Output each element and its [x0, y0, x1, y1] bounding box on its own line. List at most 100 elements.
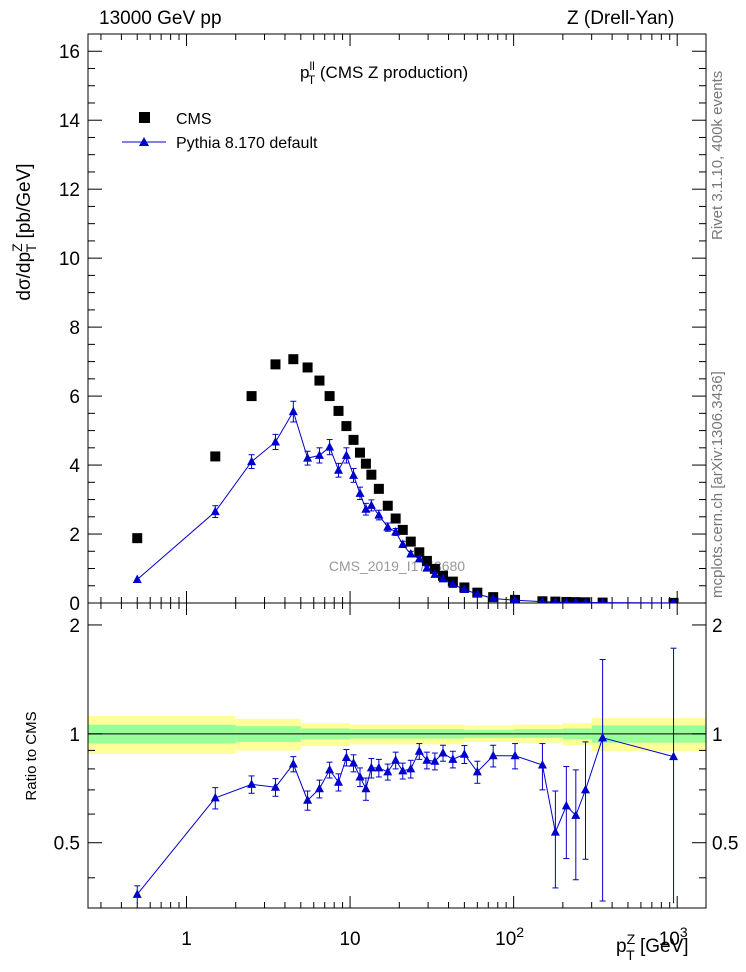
main-ytick-label: 6: [69, 387, 80, 408]
pythia-point: [582, 597, 589, 603]
pythia-point: [383, 522, 393, 531]
pythia-point: [422, 563, 432, 572]
pythia-point: [448, 579, 458, 588]
legend-label-cms: CMS: [176, 111, 212, 128]
pythia-point: [314, 450, 324, 459]
main-ytick-label: 0: [69, 594, 80, 615]
ratio-ytick-label-left: 1: [69, 725, 80, 746]
pythia-point: [341, 450, 351, 459]
ratio-pythia-point: [598, 732, 608, 742]
main-ytick-label: 4: [69, 456, 80, 477]
pythia-point: [349, 470, 359, 479]
pythia-point: [406, 549, 416, 558]
ratio-pythia-point: [383, 766, 393, 776]
cms-data-point: [382, 500, 393, 511]
cms-data-point: [354, 447, 365, 458]
ratio-pythia-point: [366, 762, 376, 772]
pythia-point: [391, 526, 401, 536]
pythia-point: [572, 597, 579, 603]
main-ytick-label: 14: [59, 111, 81, 132]
pythia-point: [288, 406, 298, 416]
pythia-point: [374, 510, 384, 519]
pythia-point: [472, 589, 482, 598]
pythia-point: [334, 465, 344, 474]
header-left: 13000 GeV pp: [99, 8, 222, 29]
main-plot-area: [132, 354, 679, 603]
pythia-point: [303, 453, 313, 462]
ratio-xlabel: pZ T [GeV]: [616, 931, 689, 963]
pythia-point: [270, 436, 280, 446]
legend-marker-pythia: [139, 137, 149, 146]
main-title: pll T (CMS Z production): [300, 59, 468, 87]
ratio-ytick-label-left: 2: [69, 616, 80, 637]
pythia-point: [325, 442, 335, 451]
cms-data-point: [314, 375, 325, 386]
cms-data-point: [210, 451, 221, 462]
ratio-pythia-point: [571, 810, 581, 819]
pythia-point: [361, 504, 371, 513]
pythia-point: [398, 539, 408, 548]
cms-data-point: [348, 434, 359, 445]
cms-data-point: [360, 458, 371, 469]
legend-marker-cms: [139, 112, 150, 123]
main-ytick-label: 2: [69, 525, 80, 546]
pythia-line: [136, 410, 674, 603]
cms-data-point: [429, 563, 440, 574]
ratio-pythia-point: [334, 777, 344, 786]
ratio-pythia-point: [132, 889, 142, 898]
ratio-pythia-point: [459, 749, 469, 758]
ratio-xtick-label: 10: [339, 929, 360, 950]
ratio-pythia-point: [355, 771, 365, 781]
ratio-pythia-point: [325, 764, 335, 774]
ratio-ytick-label-left: 0.5: [54, 834, 80, 855]
ratio-pythia-point: [247, 779, 257, 788]
cms-data-point: [324, 391, 335, 402]
cms-data-point: [397, 524, 408, 535]
pythia-point: [510, 595, 520, 603]
ratio-pythia-point: [303, 795, 313, 804]
pythia-point: [247, 456, 257, 466]
ratio-pythia-point: [414, 746, 424, 755]
ratio-ytick-label-right: 2: [712, 616, 723, 637]
pythia-point: [438, 573, 448, 583]
pythia-point: [539, 596, 546, 603]
ratio-pythia-point: [288, 759, 298, 768]
main-ytick-label: 12: [59, 180, 80, 201]
cms-data-point: [373, 483, 384, 494]
pythia-point: [210, 506, 220, 516]
ratio-pythia-point: [422, 755, 432, 764]
ratio-xtick-label: 103: [659, 924, 688, 950]
cms-data-point: [132, 533, 143, 544]
cms-data-point: [366, 469, 377, 480]
pythia-point: [459, 584, 469, 594]
ratio-pythia-line: [136, 737, 674, 895]
main-ytick-label: 8: [69, 318, 80, 339]
ratio-ytick-label-right: 1: [712, 725, 723, 746]
ratio-pythia-point: [448, 754, 458, 763]
ratio-pythia-point: [438, 748, 448, 757]
ratio-pythia-point: [488, 750, 498, 760]
ratio-bands: [88, 716, 706, 754]
cms-data-point: [405, 536, 416, 547]
legend-label-pythia: Pythia 8.170 default: [176, 135, 318, 152]
ratio-pythia-point: [391, 755, 401, 764]
cms-data-point: [288, 354, 299, 365]
pythia-point: [355, 488, 365, 497]
ratio-ylabel: Ratio to CMS: [23, 711, 40, 800]
ratio-pythia-point: [314, 783, 324, 793]
ratio-pythia-point: [430, 756, 440, 765]
cms-data-point: [421, 555, 432, 566]
ratio-pythia-point: [472, 766, 482, 776]
ratio-pythia-point: [561, 800, 571, 810]
ratio-ytick-label-right: 0.5: [712, 834, 738, 855]
pythia-point: [552, 597, 559, 603]
cms-data-point: [333, 405, 344, 416]
ratio-pythia-point: [550, 827, 560, 836]
cms-data-point: [246, 391, 257, 402]
ratio-frame: [87, 602, 707, 909]
ratio-pythia-point: [361, 783, 371, 793]
pythia-point: [132, 574, 142, 584]
ratio-pythia-point: [669, 751, 679, 761]
header-right: Z (Drell-Yan): [567, 8, 675, 29]
